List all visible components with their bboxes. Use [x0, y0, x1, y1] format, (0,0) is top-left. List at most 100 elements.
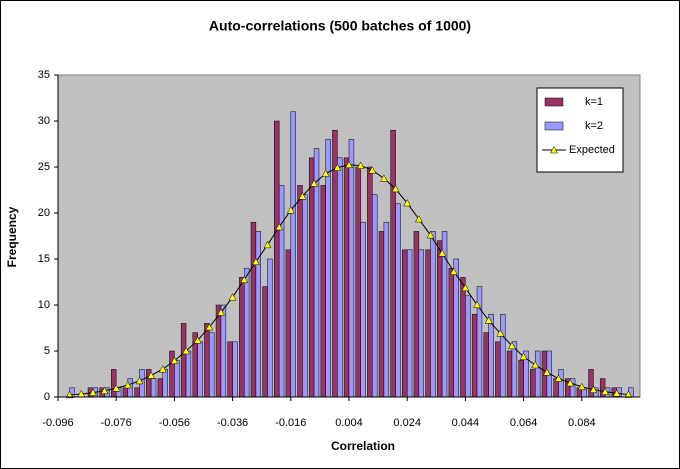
marker — [577, 382, 586, 391]
marker — [310, 179, 318, 187]
marker — [554, 374, 563, 382]
legend-swatch — [544, 121, 564, 131]
marker — [601, 387, 609, 395]
bar — [278, 185, 285, 398]
marker — [135, 376, 144, 385]
marker — [89, 388, 97, 396]
bar — [285, 249, 292, 398]
x-tick-label: -0.016 — [275, 417, 306, 429]
bar — [367, 166, 373, 398]
marker — [508, 341, 516, 350]
x-axis-title: Correlation — [331, 439, 395, 453]
marker — [65, 390, 74, 399]
y-tick-label: 35 — [38, 69, 50, 81]
bar — [134, 387, 140, 398]
y-tick-label: 15 — [38, 253, 50, 265]
y-tick-label: 5 — [44, 345, 50, 357]
bar — [308, 157, 315, 398]
legend-marker — [550, 145, 558, 154]
bar — [150, 378, 157, 398]
marker — [473, 300, 481, 309]
bar — [111, 369, 117, 398]
bar — [197, 341, 203, 398]
x-tick-label: 0.024 — [393, 417, 421, 429]
x-tick-label: 0.004 — [335, 417, 363, 429]
bar — [215, 304, 222, 398]
bar — [267, 258, 273, 398]
bar — [418, 249, 424, 398]
marker — [240, 275, 249, 283]
marker — [345, 160, 353, 169]
bar — [406, 249, 413, 398]
marker — [263, 240, 272, 249]
bar — [274, 120, 280, 398]
bar — [413, 231, 420, 398]
marker — [624, 390, 633, 398]
marker — [380, 174, 388, 182]
bar — [162, 369, 168, 398]
bar — [250, 221, 257, 398]
bar — [460, 277, 466, 398]
y-axis-title: Frequency — [5, 206, 19, 267]
bar — [360, 221, 366, 398]
bar — [430, 231, 436, 398]
x-tick-label: -0.036 — [217, 417, 248, 429]
bar — [372, 194, 378, 398]
bar — [390, 129, 396, 398]
marker — [298, 192, 307, 200]
bar — [122, 387, 129, 398]
marker — [368, 166, 377, 174]
marker — [391, 184, 400, 193]
marker — [251, 257, 260, 266]
bar — [302, 194, 308, 398]
bar — [534, 350, 541, 398]
marker — [449, 267, 458, 275]
marker — [461, 283, 470, 292]
bar — [448, 267, 455, 398]
x-tick-label: -0.076 — [101, 417, 132, 429]
x-tick-label: 0.064 — [510, 417, 538, 429]
y-tick-label: 20 — [38, 207, 50, 219]
bar — [471, 313, 478, 398]
marker — [531, 360, 540, 369]
bar — [157, 378, 164, 398]
marker — [612, 389, 621, 397]
marker — [566, 378, 575, 387]
marker — [182, 346, 190, 355]
bar — [500, 313, 506, 398]
marker — [333, 163, 342, 171]
bar — [483, 332, 489, 398]
bar — [402, 249, 408, 398]
bar — [204, 323, 210, 398]
x-tick-label: -0.096 — [42, 417, 73, 429]
marker — [496, 329, 505, 337]
marker — [426, 231, 435, 239]
legend-swatch — [544, 97, 564, 107]
bar — [180, 323, 187, 398]
bar — [290, 111, 296, 398]
bar — [436, 240, 443, 398]
y-tick-label: 25 — [38, 161, 50, 173]
bar — [174, 359, 180, 398]
bar — [169, 350, 175, 398]
marker — [193, 336, 202, 344]
marker — [321, 169, 330, 177]
marker — [100, 386, 109, 394]
legend-label: k=1 — [585, 96, 603, 108]
bar — [337, 157, 343, 398]
marker — [403, 199, 412, 207]
x-tick-label: -0.056 — [159, 417, 190, 429]
bar — [465, 295, 471, 398]
bar — [518, 359, 524, 398]
bar — [488, 313, 494, 398]
bar — [227, 341, 233, 398]
bar — [383, 221, 390, 398]
marker — [589, 385, 598, 393]
bar — [506, 350, 513, 398]
x-tick-label: 0.084 — [568, 417, 596, 429]
bar — [495, 341, 501, 398]
bar — [378, 231, 385, 398]
y-tick-label: 30 — [38, 115, 50, 127]
bar — [320, 185, 326, 398]
